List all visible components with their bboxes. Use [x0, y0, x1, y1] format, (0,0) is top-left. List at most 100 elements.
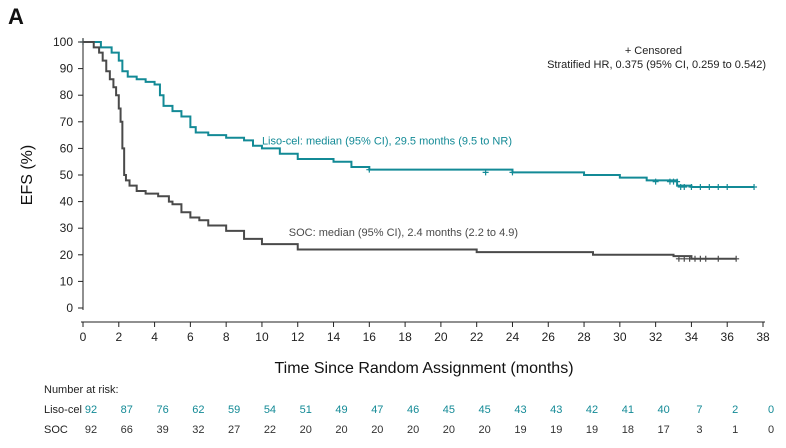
risk-cell: 20: [442, 424, 456, 436]
risk-table-title: Number at risk:: [44, 384, 119, 396]
risk-cell: 51: [299, 404, 312, 416]
censor-mark: [697, 183, 704, 190]
x-tick-label: 36: [721, 330, 735, 344]
censor-mark: [715, 183, 722, 190]
censor-mark: [706, 183, 713, 190]
y-tick-label: 40: [60, 195, 74, 209]
censor-mark: [80, 39, 86, 45]
x-tick-label: 2: [115, 330, 122, 344]
x-tick-label: 4: [151, 330, 158, 344]
y-tick-label: 60: [60, 141, 74, 155]
x-tick-label: 22: [470, 330, 484, 344]
censor-mark: [482, 169, 489, 176]
risk-cell: 19: [585, 424, 599, 436]
risk-cell: 62: [192, 404, 205, 416]
censor-mark: [688, 183, 695, 190]
risk-cell: 39: [156, 424, 169, 436]
risk-cell: 46: [406, 404, 420, 416]
y-tick-label: 70: [60, 115, 74, 129]
risk-row-label-liso-cel: Liso-cel: [44, 404, 82, 416]
risk-cell: 20: [335, 424, 348, 436]
risk-cell: 20: [299, 424, 312, 436]
x-tick-label: 20: [434, 330, 448, 344]
y-axis-label: EFS (%): [19, 145, 36, 205]
y-tick-label: 20: [60, 248, 74, 262]
x-tick-label: 14: [327, 330, 341, 344]
risk-cell: 87: [120, 404, 133, 416]
risk-cell: 92: [84, 404, 98, 416]
censor-mark: [681, 255, 688, 262]
legend-censored: + Censored: [625, 45, 682, 57]
y-tick-label: 0: [66, 301, 73, 315]
risk-cell: 0: [767, 424, 775, 436]
x-tick-label: 30: [613, 330, 627, 344]
x-tick-label: 0: [80, 330, 87, 344]
x-tick-label: 16: [363, 330, 377, 344]
risk-cell: 22: [263, 424, 277, 436]
x-tick-label: 26: [542, 330, 556, 344]
y-tick-label: 30: [60, 221, 74, 235]
risk-cell: 43: [550, 404, 563, 416]
x-tick-label: 34: [685, 330, 699, 344]
series-line-liso-cel: [83, 41, 755, 188]
x-tick-label: 28: [577, 330, 591, 344]
censor-mark: [697, 255, 704, 262]
y-tick-label: 80: [60, 88, 74, 102]
risk-cell: 43: [514, 404, 527, 416]
risk-cell: 76: [156, 404, 169, 416]
risk-cell: 40: [657, 404, 670, 416]
x-axis-label: Time Since Random Assignment (months): [274, 360, 573, 377]
risk-cell: 3: [696, 424, 703, 436]
censor-mark: [674, 178, 681, 185]
risk-cell: 27: [228, 424, 241, 436]
censor-mark: [366, 166, 373, 173]
y-tick-label: 100: [53, 35, 73, 49]
censor-mark: [692, 255, 698, 262]
risk-cell: 32: [192, 424, 205, 436]
risk-cell: 20: [406, 424, 420, 436]
risk-cell: 20: [478, 424, 491, 436]
risk-cell: 59: [228, 404, 241, 416]
risk-cell: 20: [371, 424, 384, 436]
risk-cell: 66: [120, 424, 133, 436]
risk-cell: 54: [263, 404, 277, 416]
y-tick-label: 90: [60, 62, 74, 76]
censor-mark: [509, 169, 516, 176]
x-tick-label: 12: [291, 330, 305, 344]
series-label-soc: SOC: median (95% CI), 2.4 months (2.2 to…: [289, 227, 518, 239]
risk-cell: 17: [657, 424, 670, 436]
censor-mark: [751, 183, 758, 190]
censor-mark: [702, 255, 709, 262]
censor-mark: [675, 255, 682, 262]
censor-mark: [715, 255, 722, 262]
km-chart: + Censored Stratified HR, 0.375 (95% CI,…: [19, 35, 770, 377]
series-label-liso-cel: Liso-cel: median (95% CI), 29.5 months (…: [262, 135, 512, 147]
x-tick-label: 24: [506, 330, 520, 344]
risk-cell: 1: [732, 424, 739, 436]
risk-cell: 2: [732, 404, 739, 416]
x-tick-label: 10: [255, 330, 269, 344]
risk-cell: 92: [84, 424, 98, 436]
risk-cell: 47: [371, 404, 384, 416]
censor-mark: [681, 183, 688, 190]
censor-mark: [652, 178, 659, 185]
risk-cell: 45: [442, 404, 456, 416]
x-tick-label: 18: [398, 330, 412, 344]
risk-cell: 42: [585, 404, 599, 416]
censor-mark: [724, 183, 731, 190]
panel-label: A: [8, 4, 24, 29]
x-tick-label: 6: [187, 330, 194, 344]
censor-mark: [733, 255, 740, 262]
x-tick-label: 38: [756, 330, 770, 344]
risk-cell: 45: [478, 404, 491, 416]
y-tick-label: 10: [60, 274, 74, 288]
risk-cell: 7: [696, 404, 703, 416]
risk-row-label-soc: SOC: [44, 424, 68, 436]
series-line-soc: [83, 41, 737, 260]
x-tick-label: 8: [223, 330, 230, 344]
risk-cell: 19: [550, 424, 563, 436]
censor-mark: [686, 255, 693, 262]
risk-cell: 18: [621, 424, 634, 436]
legend-hazard-ratio: Stratified HR, 0.375 (95% CI, 0.259 to 0…: [547, 59, 766, 71]
